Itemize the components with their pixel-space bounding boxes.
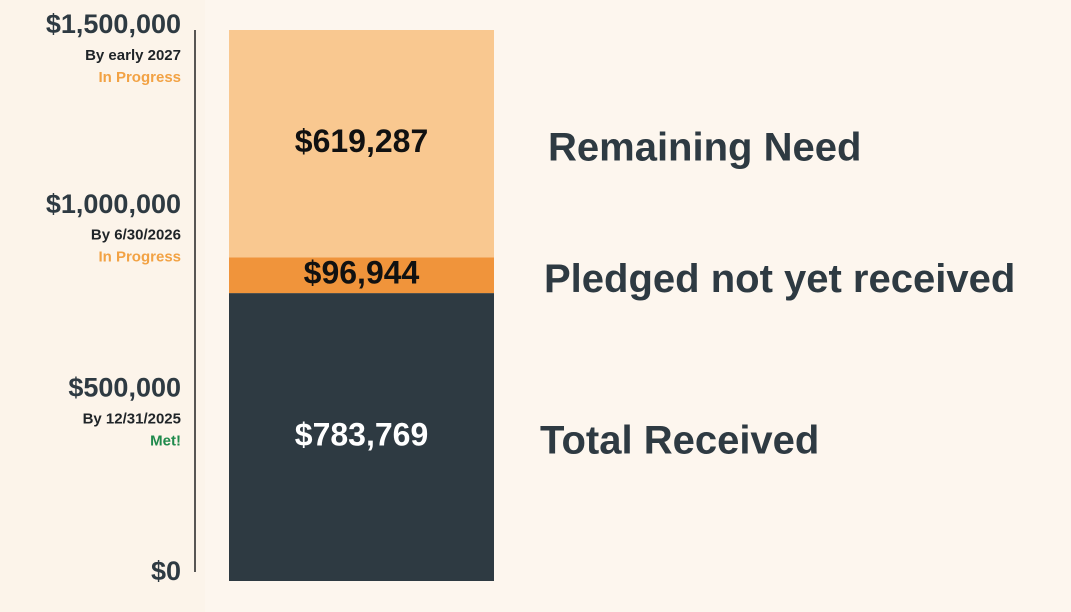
value-label: $619,287 — [295, 123, 428, 159]
bar-segment — [229, 293, 494, 581]
milestone-date: By 6/30/2026 — [91, 227, 181, 244]
y-tick-label: $1,500,000 — [46, 9, 181, 39]
milestone-date: By 12/31/2025 — [83, 410, 181, 427]
series-label: Remaining Need — [548, 125, 861, 169]
value-label: $96,944 — [304, 255, 420, 291]
milestone-status: In Progress — [98, 69, 181, 86]
y-tick-label: $1,000,000 — [46, 189, 181, 219]
y-tick-label: $0 — [151, 556, 181, 586]
series-label: Total Received — [540, 419, 819, 463]
series-label: Pledged not yet received — [544, 257, 1015, 301]
milestone-status: Met! — [150, 432, 181, 449]
milestone-status: In Progress — [98, 249, 181, 266]
bar-segment — [229, 257, 494, 294]
bar-segment — [229, 30, 494, 258]
axis-panel — [0, 0, 205, 612]
value-label: $783,769 — [295, 417, 428, 453]
milestone-date: By early 2027 — [85, 47, 181, 64]
y-tick-label: $500,000 — [68, 372, 181, 402]
